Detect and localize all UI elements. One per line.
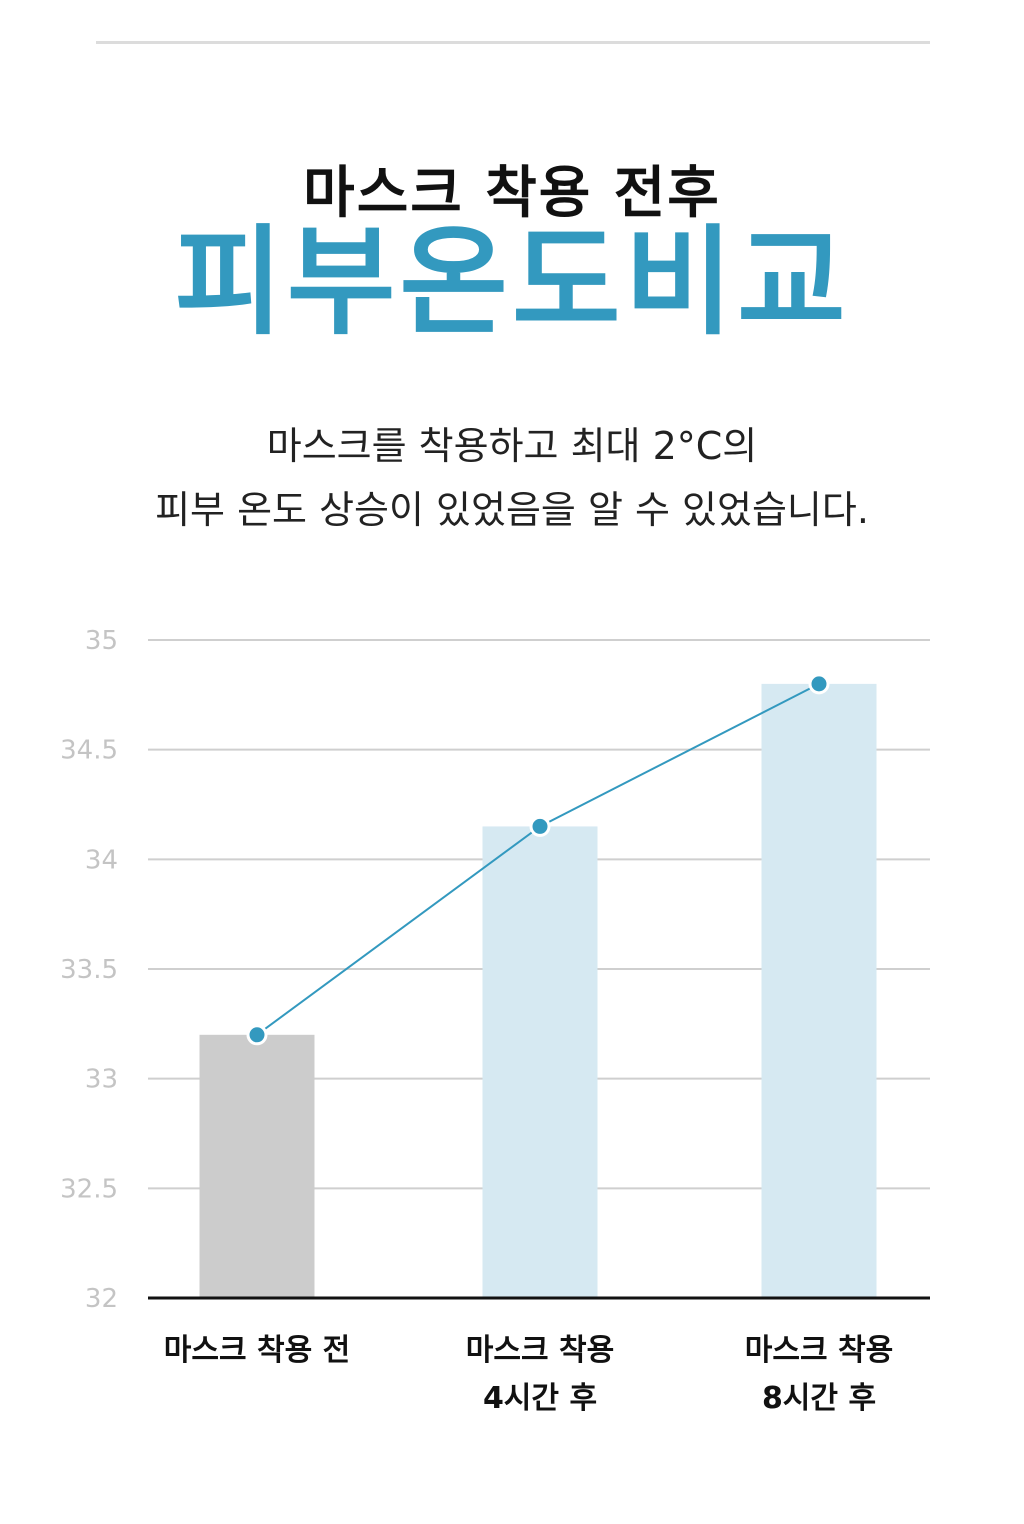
bar — [761, 683, 877, 1298]
page-title: 피부온도비교 — [174, 213, 850, 351]
x-category-label: 마스크 착용 — [745, 1333, 893, 1368]
y-tick-label: 33.5 — [60, 955, 118, 985]
description: 마스크를 착용하고 최대 2°C의 피부 온도 상승이 있었음을 알 수 있었습… — [0, 414, 1024, 542]
y-tick-label: 32.5 — [60, 1174, 118, 1204]
data-point — [246, 1024, 268, 1046]
y-tick-label: 32 — [85, 1284, 118, 1314]
x-category-label: 4시간 후 — [483, 1381, 597, 1416]
x-category-label: 마스크 착용 전 — [164, 1333, 351, 1368]
x-category-label: 8시간 후 — [762, 1381, 876, 1416]
x-category-label: 마스크 착용 — [466, 1333, 614, 1368]
data-point — [529, 815, 551, 837]
temperature-chart: 35 34.5 34 33.5 33 32.5 32 마스크 착용 전 마스크 착용 4시간 후 마… — [60, 626, 930, 1416]
y-tick-label: 33 — [85, 1065, 118, 1095]
y-tick-label: 34 — [85, 845, 118, 875]
y-tick-label: 35 — [85, 626, 118, 656]
page-subtitle: 마스크 착용 전후 — [303, 161, 721, 226]
description-line-1: 마스크를 착용하고 최대 2°C의 — [266, 424, 758, 468]
bar — [199, 1034, 315, 1298]
data-point — [808, 673, 830, 695]
bar — [482, 826, 598, 1298]
top-divider — [96, 41, 930, 44]
y-tick-label: 34.5 — [60, 736, 118, 766]
description-line-2: 피부 온도 상승이 있었음을 알 수 있었습니다. — [155, 488, 869, 532]
